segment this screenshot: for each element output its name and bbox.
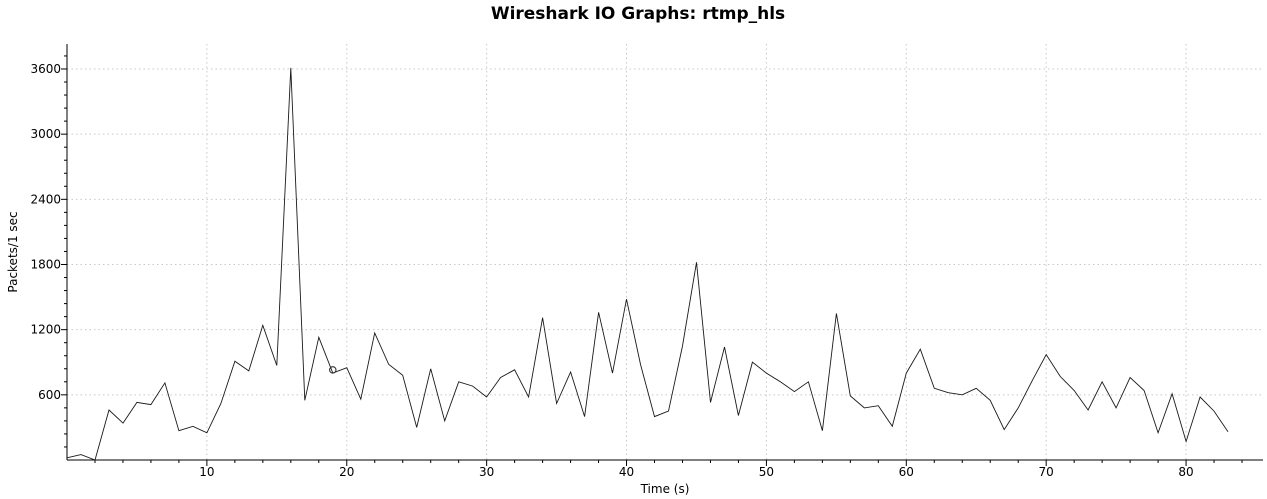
x-tick-label: 60 <box>899 465 914 479</box>
y-tick-label: 600 <box>38 388 61 402</box>
y-axis-label: Packets/1 sec <box>6 211 20 292</box>
x-tick-label: 40 <box>619 465 634 479</box>
x-axis-label: Time (s) <box>640 482 690 496</box>
y-tick-label: 3000 <box>30 127 61 141</box>
axes-layer <box>66 44 1263 461</box>
x-tick-label: 80 <box>1178 465 1193 479</box>
chart-title: Wireshark IO Graphs: rtmp_hls <box>491 4 785 24</box>
x-tick-label: 70 <box>1039 465 1054 479</box>
series-line <box>66 67 1229 461</box>
y-tick-label: 1200 <box>30 323 61 337</box>
marker-layer <box>329 366 337 374</box>
x-tick-label: 10 <box>199 465 214 479</box>
ticks-layer: 10 20 30 40 50 60 70 80 600 1200 1800 2400 3000 3600 <box>30 55 1243 479</box>
x-tick-label: 20 <box>339 465 354 479</box>
y-tick-label: 1800 <box>30 257 61 271</box>
grid-layer <box>67 44 1263 460</box>
x-tick-label: 50 <box>759 465 774 479</box>
y-tick-label: 2400 <box>30 192 61 206</box>
series-layer <box>66 67 1229 461</box>
y-tick-label: 3600 <box>30 62 61 76</box>
x-tick-label: 30 <box>479 465 494 479</box>
point-marker <box>329 366 337 374</box>
